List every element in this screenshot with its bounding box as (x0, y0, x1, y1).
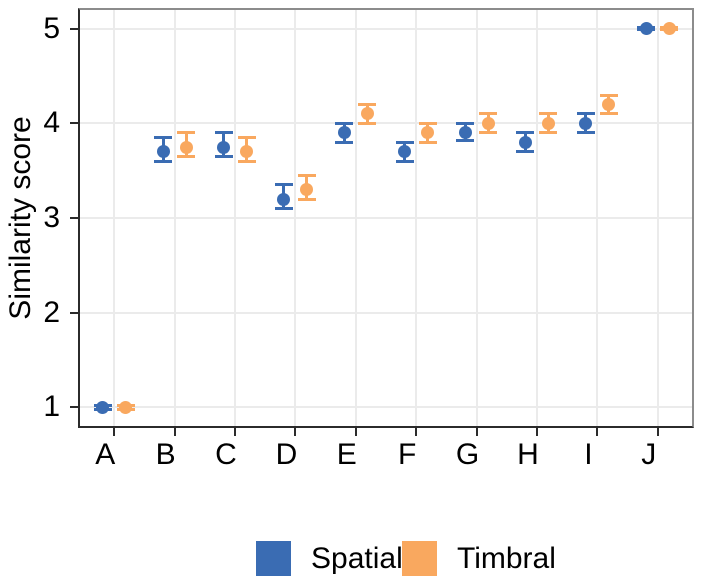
legend-item-timbral: Timbral (402, 541, 556, 576)
y-tick-4 (70, 122, 78, 125)
x-tick-label-I: I (584, 438, 593, 471)
y-tick-label-5: 5 (43, 11, 60, 45)
x-tick-label-B: B (155, 438, 176, 471)
y-tick-1 (70, 406, 78, 409)
x-tick-label-E: E (336, 438, 357, 471)
legend-label-timbral: Timbral (457, 542, 556, 575)
x-tick-label-J: J (641, 438, 657, 471)
x-tick-F (415, 428, 418, 436)
y-tick-3 (70, 217, 78, 219)
x-tick-I (596, 428, 599, 436)
legend-swatch-timbral (402, 541, 437, 576)
x-tick-D (294, 428, 297, 436)
y-tick-5 (70, 27, 78, 30)
legend-item-spatial: Spatial (256, 541, 403, 576)
x-tick-label-H: H (517, 438, 539, 471)
x-tick-B (173, 428, 176, 436)
x-tick-label-F: F (398, 438, 417, 471)
x-tick-H (535, 428, 538, 436)
x-tick-C (234, 428, 237, 436)
x-tick-label-G: G (455, 438, 480, 471)
x-tick-label-A: A (95, 438, 116, 471)
x-tick-G (475, 428, 478, 436)
legend-label-spatial: Spatial (311, 542, 403, 575)
y-axis-title: Similarity score (4, 116, 37, 320)
plot-panel (78, 8, 694, 428)
legend-swatch-spatial (256, 541, 291, 576)
y-tick-label-1: 1 (43, 390, 60, 424)
x-tick-label-D: D (275, 438, 298, 471)
x-tick-A (113, 428, 116, 436)
x-tick-label-C: C (215, 438, 237, 471)
x-tick-E (354, 428, 357, 436)
y-tick-2 (70, 311, 78, 314)
x-tick-J (656, 428, 659, 436)
